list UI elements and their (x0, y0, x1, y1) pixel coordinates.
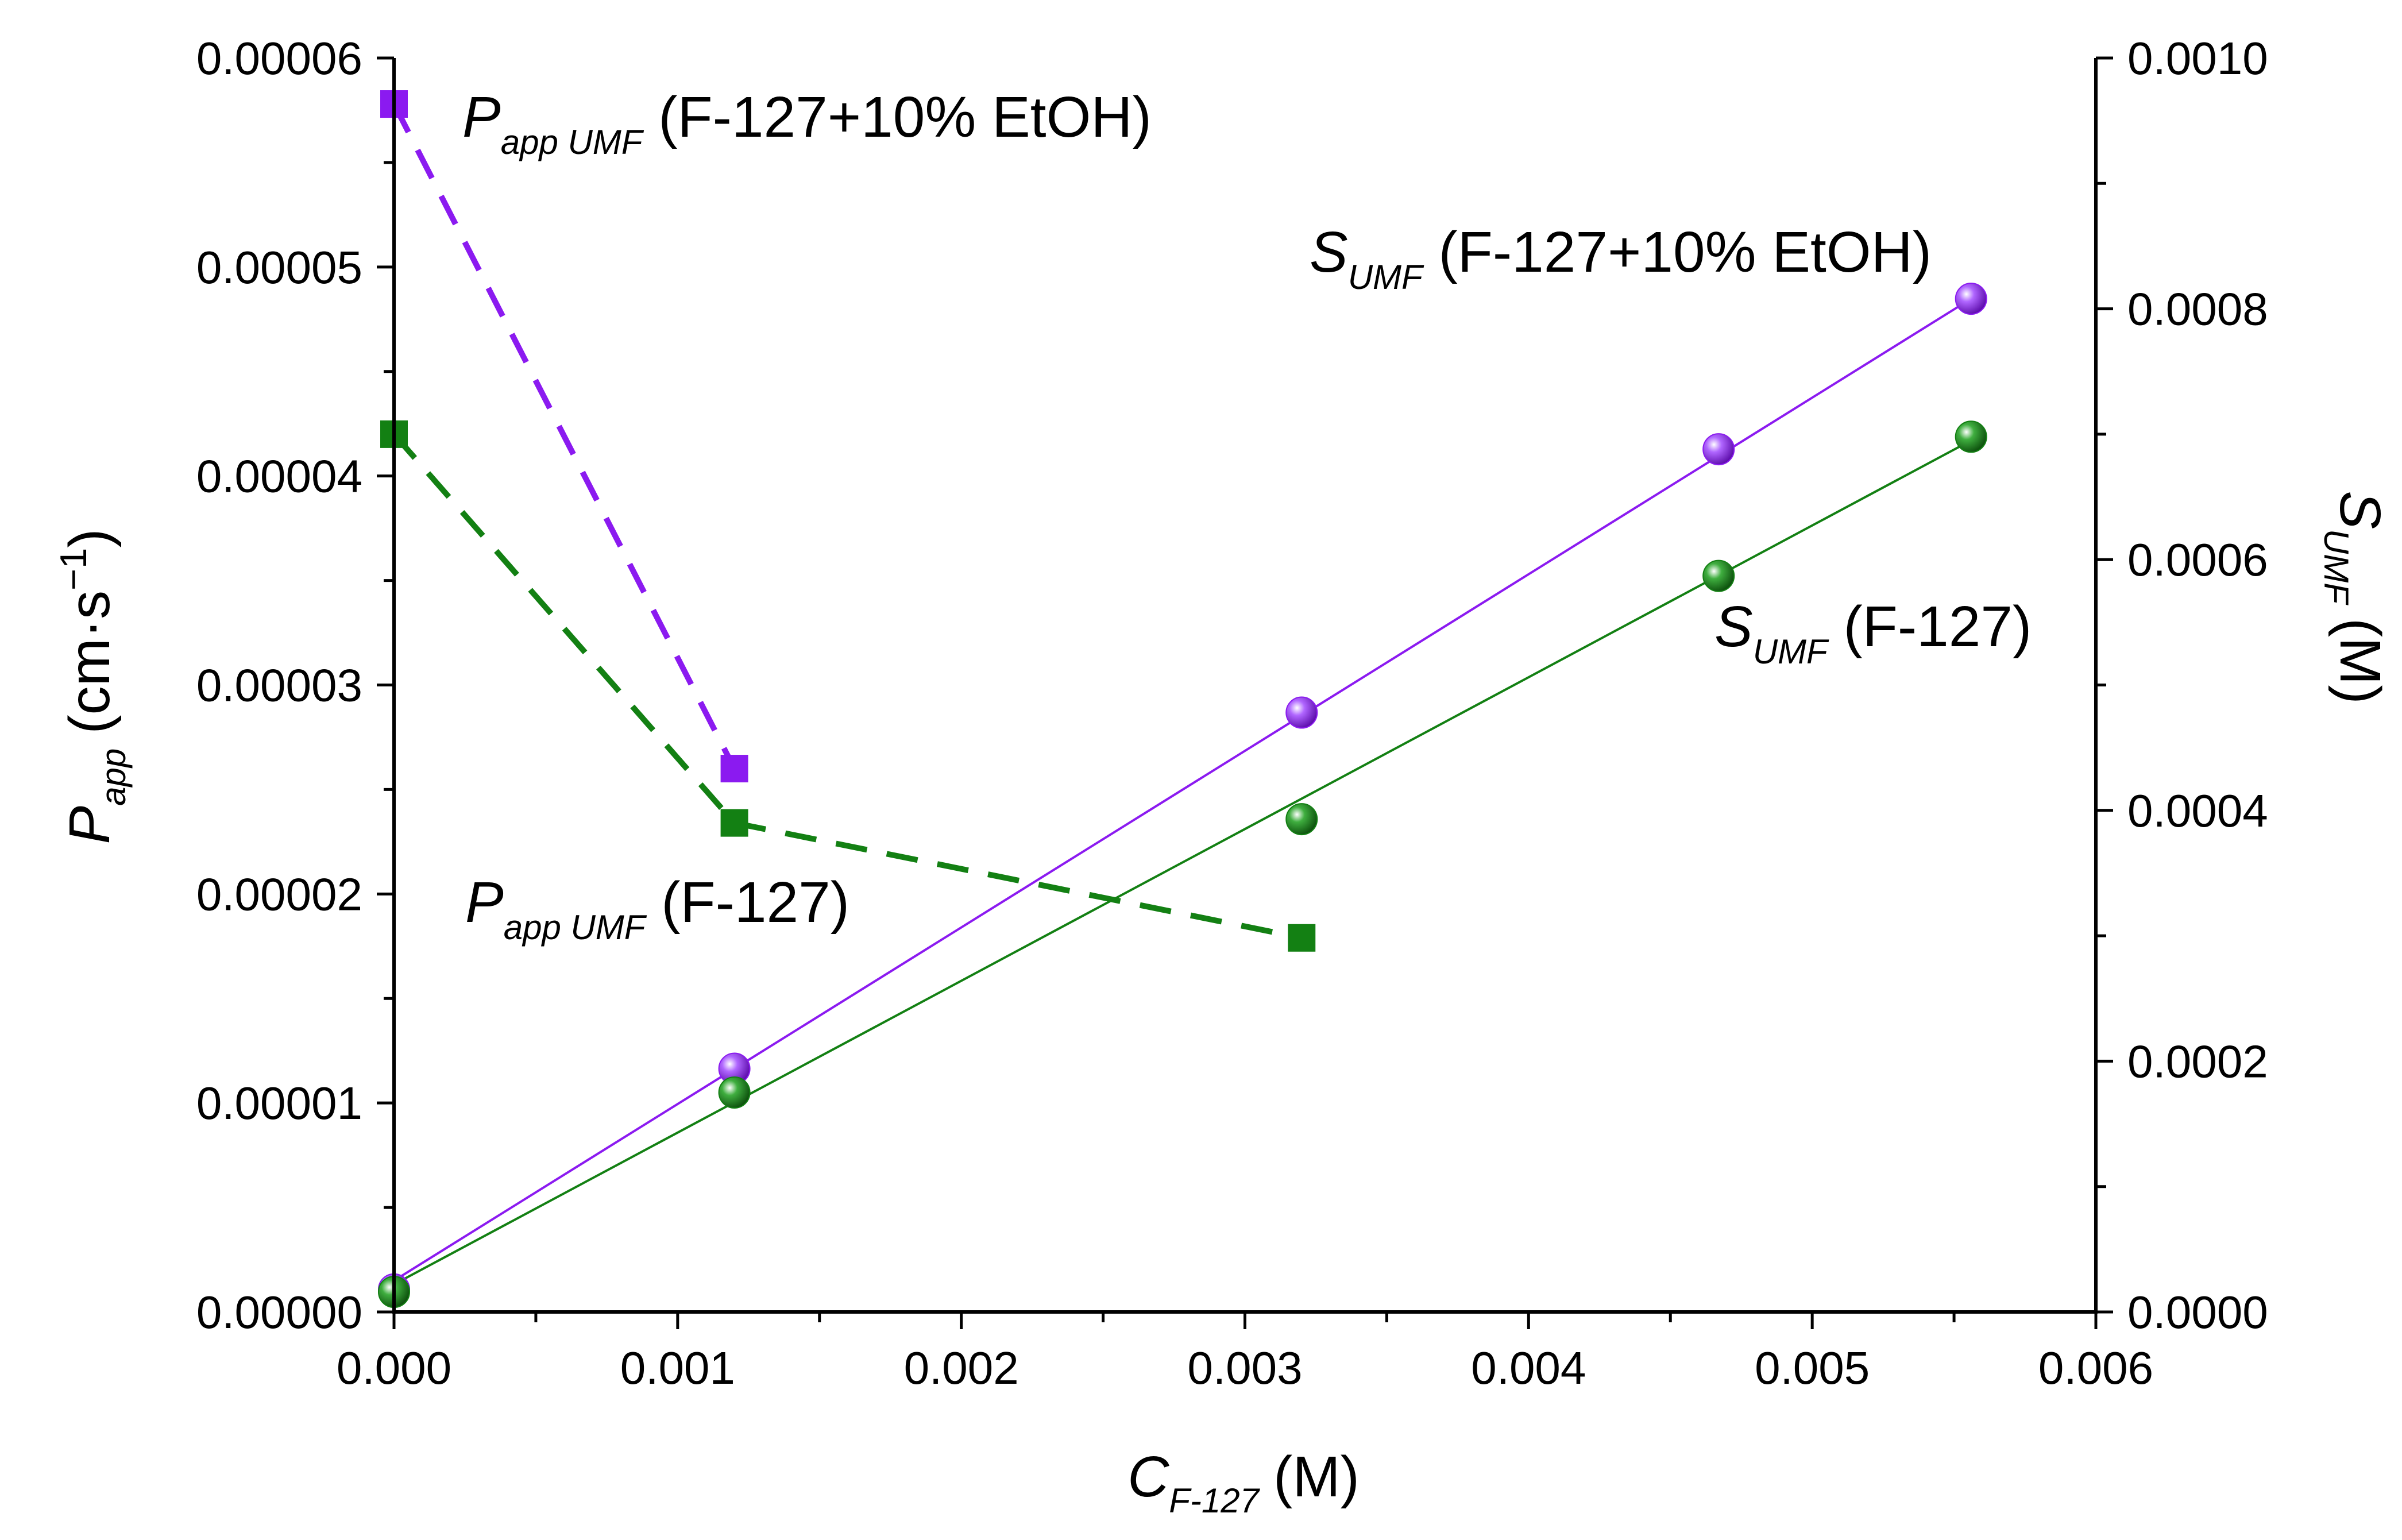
x-tick-label: 0.000 (337, 1342, 451, 1394)
sphere-marker-series-2 (1955, 283, 1987, 315)
sphere-marker-series-2 (1285, 696, 1318, 729)
annotation-papp-etoh: Papp UMF (F-127+10% EtOH) (462, 85, 1152, 161)
dashed-line-series-0 (391, 102, 737, 770)
sphere-marker-series-3 (718, 1076, 751, 1109)
x-tick-label: 0.004 (1471, 1342, 1586, 1394)
y-right-title-unit: (M) (2328, 618, 2392, 704)
y-right-title-sub: UMF (2317, 529, 2355, 605)
sphere-marker-series-3 (1955, 420, 1987, 453)
x-tick-label: 0.002 (904, 1342, 1019, 1394)
annotation-papp-etoh-sub: app UMF (501, 123, 644, 161)
annotation-sumf-etoh-rest: (F-127+10% EtOH) (1423, 220, 1932, 284)
y-right-axis-title: SUMF (M) (2317, 491, 2392, 704)
x-tick-label: 0.006 (2038, 1342, 2153, 1394)
square-marker-series-1 (1288, 924, 1316, 952)
y-left-tick-label: 0.00004 (196, 451, 362, 502)
fit-line-series-2 (393, 298, 1972, 1282)
fit-lines (393, 298, 1972, 1286)
annotation-sumf-f127-sub: UMF (1753, 632, 1829, 671)
annotation-sumf-etoh: SUMF (F-127+10% EtOH) (1310, 220, 1932, 296)
y-left-tick-label: 0.00002 (196, 869, 362, 920)
y-left-title-unit-pre: (cm·s (57, 590, 122, 734)
x-tick-label: 0.003 (1187, 1342, 1302, 1394)
annotation-sumf-f127: SUMF (F-127) (1714, 595, 2032, 671)
y-left-tick-label: 0.00003 (196, 660, 362, 711)
markers (378, 90, 1987, 1309)
annotation-sumf-f127-main: S (1714, 595, 1753, 659)
y-left-title-main: P (57, 806, 122, 844)
tick-labels: 0.000 0.001 0.002 0.003 0.004 0.005 0.0060.000… (196, 33, 2268, 1394)
y-left-axis-title: Papp (cm·s−1) (52, 528, 133, 844)
annotation-papp-etoh-main: P (462, 85, 501, 149)
annotation-papp-f127: Papp UMF (F-127) (465, 870, 849, 947)
y-right-tick-label: 0.0000 (2127, 1287, 2268, 1338)
annotation-sumf-etoh-sub: UMF (1348, 258, 1424, 296)
x-tick-label: 0.005 (1755, 1342, 1870, 1394)
sphere-marker-series-2 (1702, 433, 1735, 466)
square-marker-series-0 (720, 755, 748, 783)
dashed-lines (391, 102, 1303, 941)
annotation-papp-etoh-rest: (F-127+10% EtOH) (642, 85, 1151, 149)
y-right-tick-label: 0.0006 (2127, 534, 2268, 585)
y-left-title-unit-sup: −1 (52, 548, 94, 590)
sphere-marker-series-3 (1285, 803, 1318, 836)
dashed-line-series-1 (392, 432, 1303, 941)
annotation-papp-f127-sub: app UMF (504, 908, 647, 947)
x-tick-label: 0.001 (620, 1342, 735, 1394)
y-right-tick-label: 0.0010 (2127, 33, 2268, 84)
y-right-tick-label: 0.0008 (2127, 284, 2268, 335)
y-right-title-main: S (2328, 491, 2392, 529)
y-right-tick-label: 0.0002 (2127, 1036, 2268, 1087)
x-axis-title-sub: F-127 (1169, 1481, 1260, 1520)
annotation-sumf-f127-rest: (F-127) (1828, 595, 2032, 659)
y-left-tick-label: 0.00006 (196, 33, 362, 84)
x-axis-title-main: C (1127, 1445, 1169, 1509)
annotation-sumf-etoh-main: S (1310, 220, 1348, 284)
x-axis-title-unit: (M) (1273, 1445, 1360, 1509)
sphere-marker-series-3 (1702, 559, 1735, 592)
x-axis-title: CF-127 (M) (1127, 1445, 1360, 1520)
annotation-papp-f127-main: P (465, 870, 504, 935)
y-right-tick-label: 0.0004 (2127, 785, 2268, 836)
y-left-tick-label: 0.00000 (196, 1287, 362, 1338)
ticks (377, 56, 2113, 1329)
y-left-tick-label: 0.00001 (196, 1078, 362, 1129)
y-left-tick-label: 0.00005 (196, 242, 362, 293)
annotation-papp-f127-rest: (F-127) (645, 870, 849, 935)
y-left-title-unit-post: ) (57, 528, 122, 547)
y-left-title-sub: app (94, 748, 133, 806)
square-marker-series-1 (720, 809, 748, 837)
